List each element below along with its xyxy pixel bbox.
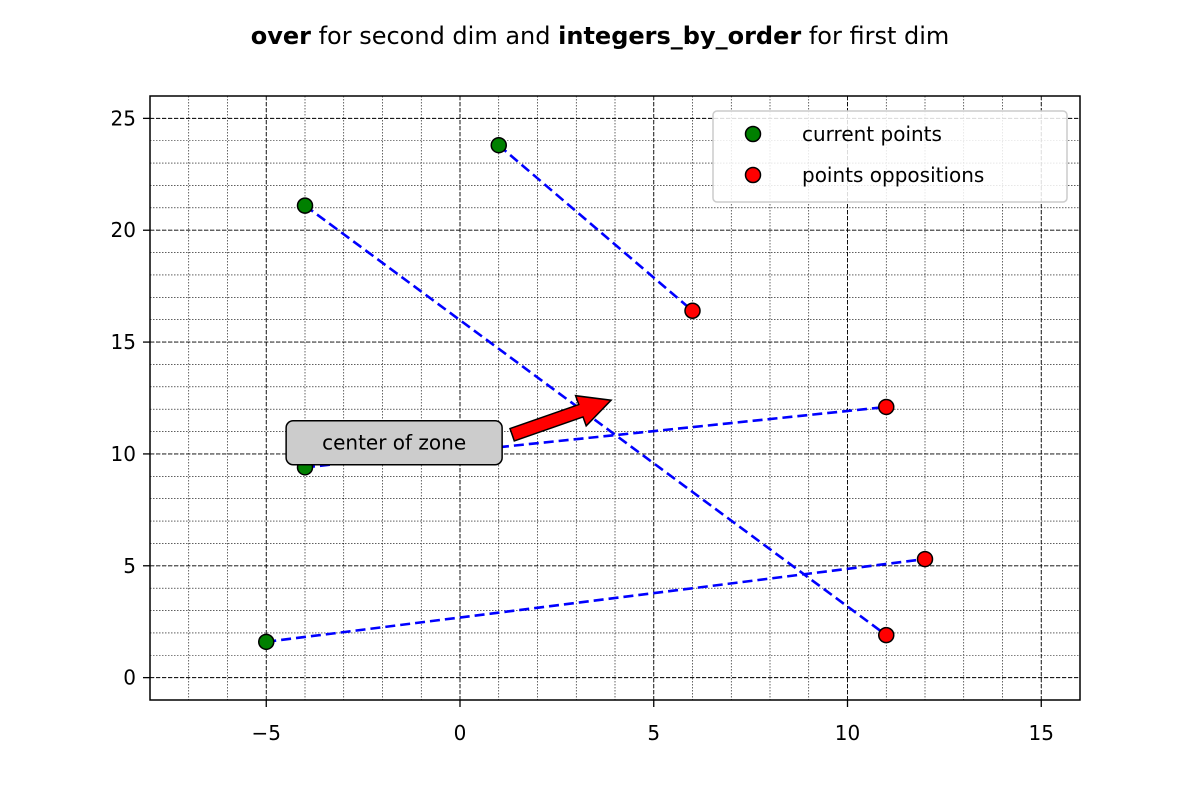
annotation-text: center of zone bbox=[322, 431, 466, 455]
x-tick-label: −5 bbox=[252, 721, 281, 745]
legend: current points points oppositions bbox=[712, 110, 1068, 203]
chart-title-part1: over bbox=[251, 22, 311, 50]
x-tick-label: 15 bbox=[1029, 721, 1054, 745]
chart-title-part4: for first dim bbox=[801, 22, 949, 50]
y-tick-label: 5 bbox=[123, 554, 136, 578]
x-axis: −5 0 5 10 15 bbox=[252, 700, 1054, 745]
legend-label: points oppositions bbox=[802, 163, 984, 187]
legend-marker bbox=[744, 125, 762, 143]
current-point bbox=[258, 633, 275, 651]
y-tick-label: 20 bbox=[111, 218, 136, 242]
chart-title-part3: integers_by_order bbox=[558, 22, 801, 50]
data-points bbox=[258, 136, 934, 651]
annotation: center of zone bbox=[285, 394, 613, 466]
opposition-point bbox=[684, 302, 701, 320]
annotation-arrow bbox=[509, 394, 613, 442]
connection-lines bbox=[266, 144, 926, 644]
x-tick-label: 0 bbox=[454, 721, 467, 745]
connection-line bbox=[497, 144, 694, 312]
connection-line bbox=[304, 204, 888, 637]
current-point bbox=[490, 136, 507, 154]
plot-frame bbox=[149, 95, 1081, 701]
y-tick-label: 25 bbox=[111, 106, 136, 130]
y-tick-label: 15 bbox=[111, 330, 136, 354]
grid bbox=[149, 95, 1081, 701]
y-tick-label: 0 bbox=[123, 666, 136, 690]
opposition-point bbox=[916, 550, 934, 568]
opposition-point bbox=[878, 398, 895, 416]
chart-title: over for second dim and integers_by_orde… bbox=[251, 22, 950, 50]
chart-title-part2: for second dim and bbox=[311, 22, 558, 50]
connection-line bbox=[266, 557, 926, 644]
y-tick-label: 10 bbox=[111, 442, 136, 466]
x-tick-label: 10 bbox=[835, 721, 860, 745]
x-tick-label: 5 bbox=[647, 721, 660, 745]
opposition-point bbox=[878, 626, 895, 644]
legend-label: current points bbox=[802, 122, 942, 146]
annotation-box bbox=[285, 419, 503, 466]
legend-box bbox=[712, 110, 1068, 203]
current-point bbox=[296, 197, 314, 214]
y-axis: 0 5 10 15 20 25 bbox=[111, 106, 150, 690]
legend-marker bbox=[744, 166, 762, 184]
